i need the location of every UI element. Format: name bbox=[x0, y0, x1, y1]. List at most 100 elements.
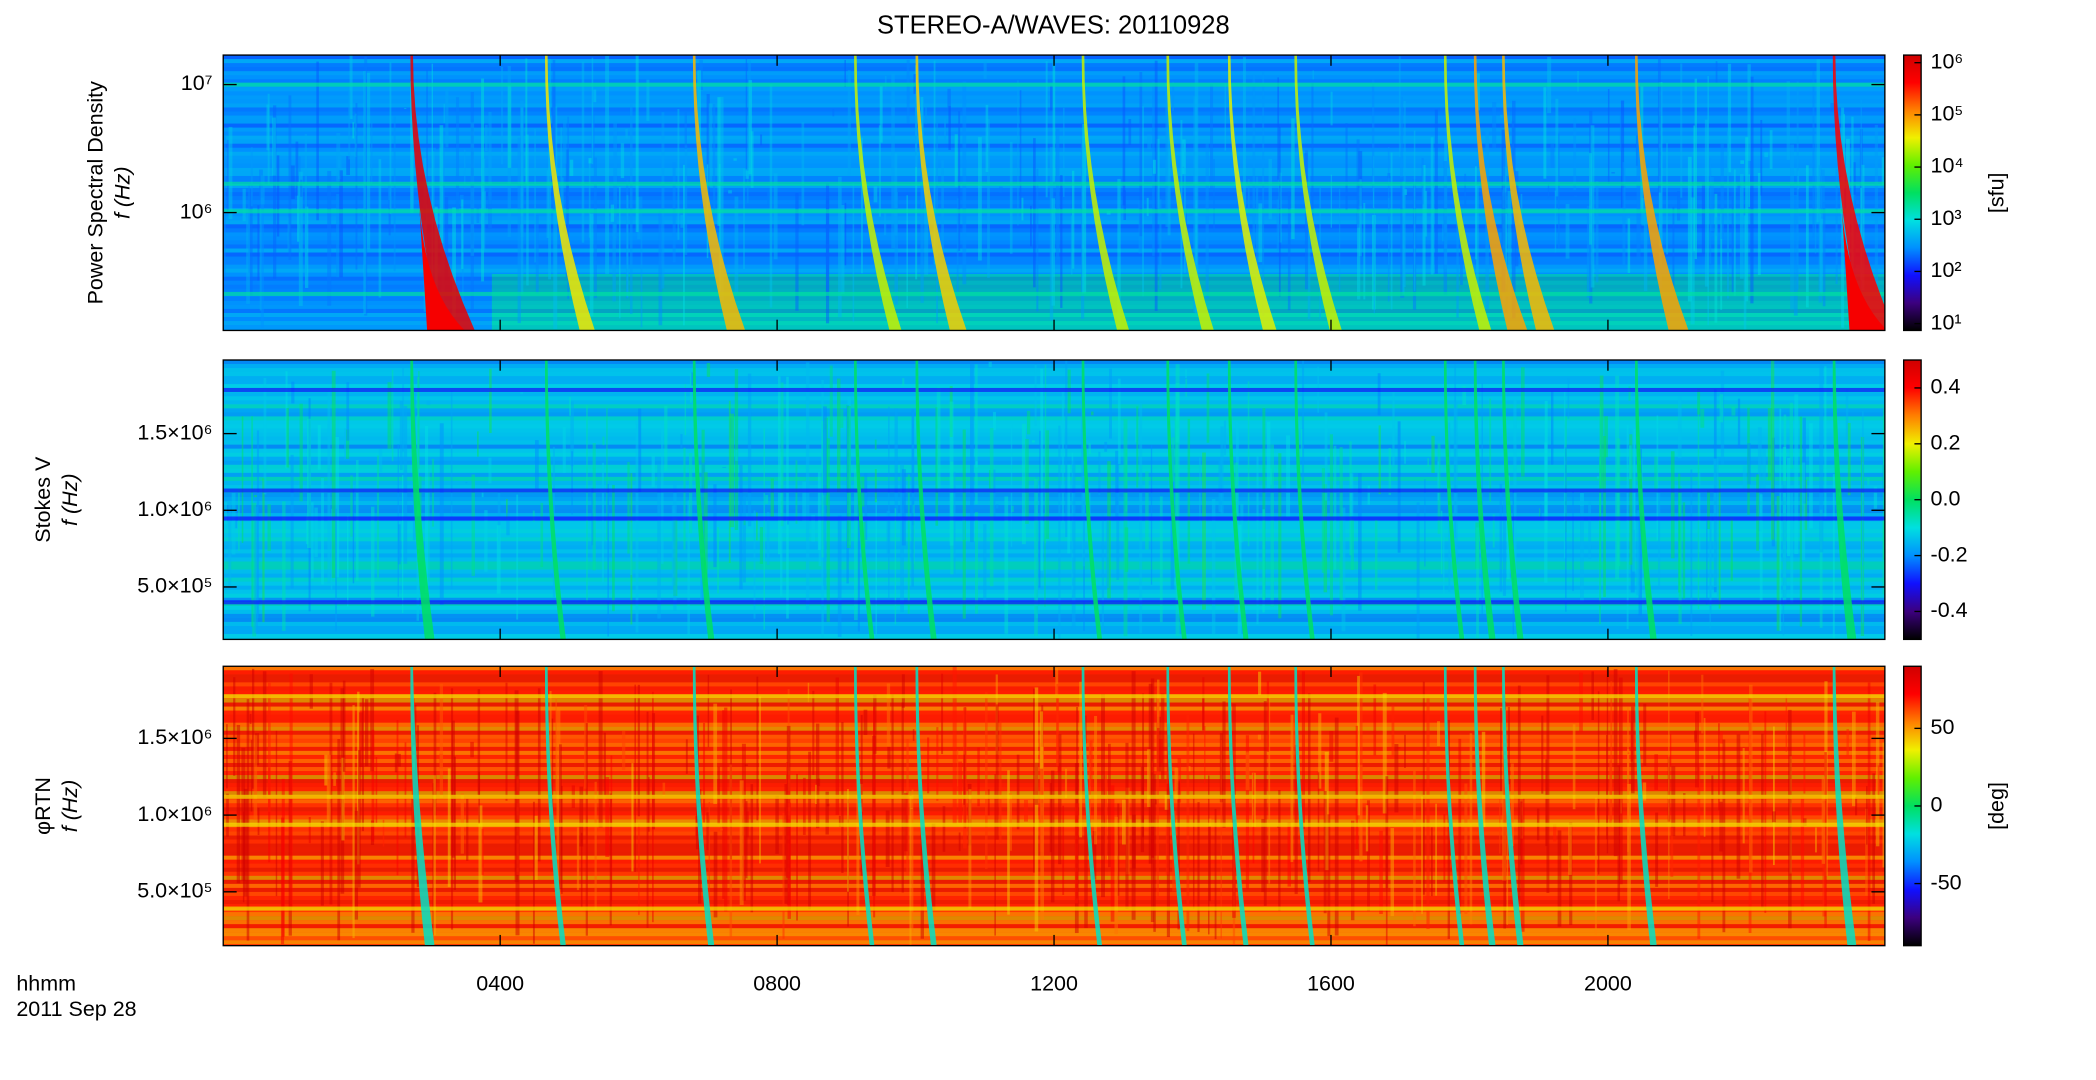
streak bbox=[1392, 392, 1395, 467]
streak bbox=[1404, 189, 1408, 195]
streak bbox=[891, 694, 894, 892]
streak bbox=[1421, 796, 1423, 915]
stripe bbox=[223, 308, 1885, 313]
streak bbox=[1789, 402, 1793, 469]
streak bbox=[734, 196, 739, 294]
streak bbox=[1669, 734, 1672, 766]
streak bbox=[1476, 527, 1479, 639]
streak bbox=[1084, 826, 1088, 929]
streak bbox=[1710, 177, 1714, 232]
streak bbox=[1437, 461, 1439, 501]
streak bbox=[1268, 696, 1271, 884]
streak bbox=[924, 188, 929, 275]
streak bbox=[901, 674, 905, 708]
streak bbox=[1874, 124, 1878, 285]
streak bbox=[532, 510, 535, 522]
streak bbox=[537, 688, 541, 862]
streak bbox=[1199, 457, 1201, 530]
streak bbox=[411, 796, 415, 933]
stripe bbox=[223, 420, 1885, 425]
streak bbox=[1321, 468, 1325, 573]
streak bbox=[506, 512, 510, 536]
streak bbox=[404, 107, 407, 110]
streak bbox=[1240, 504, 1244, 543]
streak bbox=[607, 484, 609, 637]
streak bbox=[1154, 799, 1158, 805]
stripe bbox=[223, 924, 1885, 929]
streak bbox=[927, 737, 930, 794]
streak bbox=[556, 706, 561, 893]
streak bbox=[1619, 113, 1622, 151]
stripe bbox=[223, 758, 1885, 763]
streak bbox=[562, 426, 566, 474]
streak bbox=[1040, 368, 1044, 571]
streak bbox=[1764, 152, 1769, 158]
streak bbox=[1266, 681, 1270, 752]
streak bbox=[431, 458, 435, 527]
streak bbox=[1171, 437, 1175, 482]
streak bbox=[1224, 83, 1227, 151]
streak bbox=[466, 798, 469, 861]
stripe bbox=[223, 714, 1885, 719]
streak bbox=[626, 195, 629, 298]
streak bbox=[1266, 421, 1271, 489]
burst bbox=[1227, 360, 1249, 640]
streak bbox=[706, 94, 710, 196]
stripe bbox=[223, 621, 1885, 626]
streak bbox=[246, 699, 250, 941]
streak bbox=[1617, 765, 1621, 902]
streak bbox=[729, 764, 733, 937]
streak bbox=[1350, 473, 1354, 517]
streak bbox=[1764, 711, 1767, 913]
streak bbox=[1769, 130, 1773, 169]
streak bbox=[1610, 681, 1613, 821]
streak bbox=[324, 754, 328, 786]
streak bbox=[1186, 714, 1190, 932]
streak bbox=[936, 386, 941, 491]
streak bbox=[327, 390, 331, 584]
streak bbox=[1404, 734, 1406, 768]
streak bbox=[1711, 775, 1714, 903]
colorbar-tick-label: 10² bbox=[1931, 258, 1962, 282]
streak bbox=[786, 376, 789, 619]
y-tick-label: 1.5×10⁶ bbox=[137, 725, 212, 749]
streak bbox=[747, 373, 752, 527]
streak bbox=[1550, 143, 1555, 168]
streak bbox=[612, 207, 616, 302]
streak bbox=[1007, 770, 1010, 915]
streak bbox=[713, 104, 716, 222]
streak bbox=[1055, 667, 1059, 695]
streak bbox=[1255, 176, 1259, 289]
stripe bbox=[223, 372, 1885, 377]
streak bbox=[1194, 62, 1199, 314]
streak bbox=[702, 722, 706, 823]
stripe bbox=[223, 317, 1885, 322]
streak bbox=[621, 730, 626, 770]
streak bbox=[1390, 152, 1393, 310]
streak bbox=[1543, 87, 1547, 179]
streak bbox=[719, 96, 724, 301]
streak bbox=[968, 789, 972, 909]
streak bbox=[704, 472, 708, 587]
streak bbox=[1809, 423, 1813, 529]
streak bbox=[936, 727, 939, 801]
streak bbox=[1034, 478, 1038, 636]
stripe bbox=[223, 754, 1885, 759]
streak bbox=[1270, 444, 1274, 607]
streak bbox=[1596, 476, 1600, 479]
streak bbox=[769, 84, 773, 308]
streak bbox=[1430, 137, 1434, 275]
streak bbox=[1541, 715, 1544, 794]
streak bbox=[243, 788, 248, 897]
streak bbox=[552, 84, 556, 195]
stripe bbox=[223, 617, 1885, 622]
streak bbox=[988, 470, 991, 489]
streak bbox=[1040, 746, 1045, 921]
streak bbox=[584, 704, 588, 789]
streak bbox=[477, 431, 479, 457]
streak bbox=[273, 105, 277, 279]
streak bbox=[1341, 507, 1346, 632]
streak bbox=[1628, 445, 1632, 480]
streak bbox=[1447, 719, 1450, 939]
streak bbox=[1278, 790, 1281, 911]
